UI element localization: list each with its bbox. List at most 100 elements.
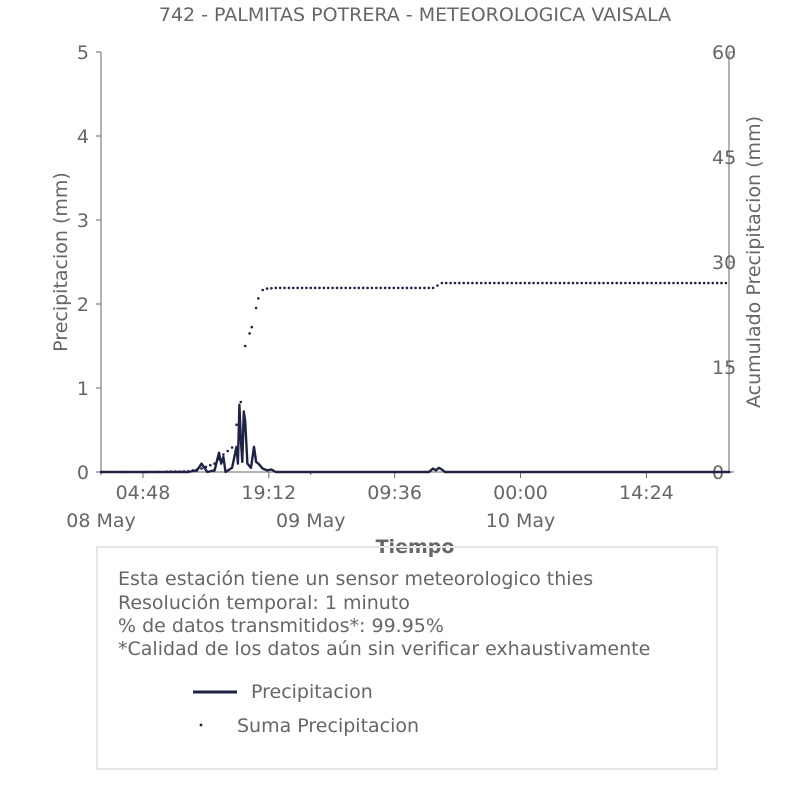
- y-ticks-left: 012345: [77, 42, 101, 484]
- series-suma-point-132: [720, 282, 723, 285]
- series-suma-point-82: [502, 282, 505, 285]
- series-suma-point-122: [677, 282, 680, 285]
- series-suma-point-17: [222, 453, 225, 456]
- series-suma-point-45: [340, 287, 343, 290]
- y2-tick-label-2: 30: [712, 252, 736, 274]
- series-suma-point-123: [681, 282, 684, 285]
- series-suma-point-74: [467, 282, 470, 285]
- series-suma-point-24: [251, 326, 254, 329]
- series-suma-point-10: [192, 469, 195, 472]
- series-suma-point-115: [646, 282, 649, 285]
- series-suma-point-119: [663, 282, 666, 285]
- series-suma-point-106: [607, 282, 610, 285]
- series-suma-point-95: [559, 282, 562, 285]
- series-suma-point-28: [266, 287, 269, 290]
- series-suma-point-18: [226, 450, 229, 453]
- series-suma-point-19: [231, 446, 234, 449]
- series-suma-point-64: [423, 287, 426, 290]
- y-tick-label-0: 0: [77, 462, 89, 484]
- series-suma-point-40: [318, 287, 321, 290]
- series-suma-point-68: [441, 282, 444, 285]
- series-suma-point-117: [655, 282, 658, 285]
- x-date-label-0: 08 May: [66, 510, 136, 532]
- series-suma-point-133: [725, 282, 728, 285]
- series-suma-point-81: [497, 282, 500, 285]
- series-suma-point-26: [257, 297, 260, 300]
- series-suma-point-15: [213, 462, 216, 465]
- series-suma-point-46: [344, 287, 347, 290]
- series-suma-point-2: [143, 471, 146, 474]
- series-suma-point-16: [218, 458, 221, 461]
- x-ticks: 04:48 19:12 09:36 00:00 14:2408 May 09 May 10 …: [66, 472, 674, 532]
- series-suma-point-110: [624, 282, 627, 285]
- series-suma-point-91: [541, 282, 544, 285]
- series-suma-point-124: [685, 282, 688, 285]
- series-suma-point-127: [698, 282, 701, 285]
- series-suma-point-20: [235, 424, 238, 427]
- y-tick-label-1: 1: [77, 378, 89, 400]
- series-suma-point-77: [480, 282, 483, 285]
- series-suma-point-37: [305, 287, 308, 290]
- x-tick-label-0: 04:48: [116, 482, 171, 504]
- series-suma-point-118: [659, 282, 662, 285]
- series-suma-point-9: [187, 470, 190, 473]
- series-suma-point-78: [484, 282, 487, 285]
- series-suma-point-11: [196, 468, 199, 471]
- series-suma-point-108: [615, 282, 618, 285]
- series-suma-point-54: [379, 287, 382, 290]
- series-suma-point-96: [563, 282, 566, 285]
- x-tick-label-2: 09:36: [367, 482, 422, 504]
- x-tick-label-3: 00:00: [493, 482, 548, 504]
- series-suma-point-35: [296, 287, 299, 290]
- series-suma-point-29: [270, 287, 273, 290]
- series-suma-point-107: [611, 282, 614, 285]
- series-suma-point-27: [261, 289, 264, 292]
- series-suma-point-1: [122, 471, 125, 474]
- series-suma-point-8: [183, 470, 186, 473]
- y-axis-label: Precipitacion (mm): [50, 172, 72, 352]
- series-suma-point-104: [598, 282, 601, 285]
- series-suma-point-114: [642, 282, 645, 285]
- series-suma-point-52: [371, 287, 374, 290]
- series-suma-point-22: [244, 345, 247, 348]
- series-suma-point-60: [406, 287, 409, 290]
- series-suma-point-55: [384, 287, 387, 290]
- series-suma-point-38: [310, 287, 313, 290]
- series-suma-point-103: [594, 282, 597, 285]
- series-suma-point-92: [545, 282, 548, 285]
- series-layer: [100, 282, 731, 474]
- series-suma-point-23: [248, 332, 251, 335]
- series-suma-point-89: [532, 282, 535, 285]
- series-suma-point-128: [703, 282, 706, 285]
- series-suma-point-87: [524, 282, 527, 285]
- legend-dot-icon: [200, 724, 203, 727]
- series-suma-point-97: [567, 282, 570, 285]
- series-suma-point-3: [157, 471, 160, 474]
- series-suma-point-85: [515, 282, 518, 285]
- series-suma-point-34: [292, 287, 295, 290]
- series-suma-point-70: [449, 282, 452, 285]
- x-tick-label-1: 19:12: [241, 482, 296, 504]
- series-suma-point-129: [707, 282, 710, 285]
- series-suma-point-67: [436, 284, 439, 287]
- series-suma-point-31: [279, 287, 282, 290]
- series-suma-point-113: [637, 282, 640, 285]
- series-suma-point-4: [165, 470, 168, 473]
- series-suma-point-93: [550, 282, 553, 285]
- y-tick-label-5: 5: [77, 42, 89, 64]
- series-suma-point-57: [393, 287, 396, 290]
- series-suma-point-90: [537, 282, 540, 285]
- series-suma-point-112: [633, 282, 636, 285]
- info-box: Esta estación tiene un sensor meteorolog…: [96, 546, 718, 770]
- series-suma-point-109: [620, 282, 623, 285]
- series-suma-point-58: [397, 287, 400, 290]
- y2-tick-label-3: 45: [712, 147, 736, 169]
- series-suma-point-73: [462, 282, 465, 285]
- series-suma-point-47: [349, 287, 352, 290]
- series-suma-point-21: [240, 401, 243, 404]
- series-suma-point-50: [362, 287, 365, 290]
- series-suma-point-63: [419, 287, 422, 290]
- series-suma-point-80: [493, 282, 496, 285]
- series-suma-point-101: [585, 282, 588, 285]
- series-suma-point-126: [694, 282, 697, 285]
